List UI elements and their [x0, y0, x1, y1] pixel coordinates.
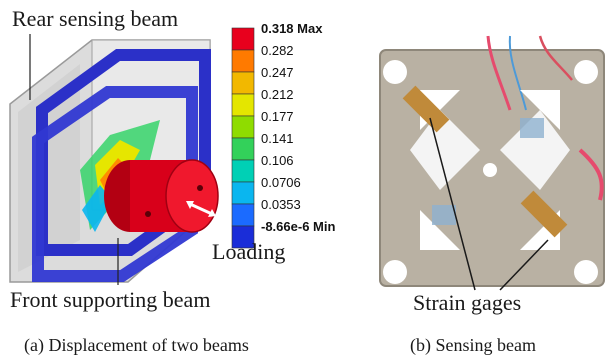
legend-swatch [231, 181, 255, 205]
strain-gage [520, 190, 568, 238]
wire [486, 35, 512, 111]
strain-gages-label: Strain gages [411, 290, 524, 315]
legend-value: 0.0353 [261, 197, 301, 212]
strain-gage [402, 85, 450, 133]
rear-sensing-beam-label: Rear sensing beam [12, 6, 179, 31]
legend-swatch [231, 137, 255, 161]
corner-hole [574, 60, 598, 84]
legend-swatch [231, 225, 255, 249]
legend-swatch [231, 71, 255, 95]
legend-value: 0.318 Max [261, 21, 323, 36]
gage-leader-line [429, 117, 476, 291]
corner-hole [383, 260, 407, 284]
legend-value: 0.282 [261, 43, 294, 58]
gage-terminal [520, 118, 544, 138]
legend-value: 0.106 [261, 153, 294, 168]
corner-hole [574, 260, 598, 284]
gage-leader-line [499, 239, 549, 291]
legend-value: 0.141 [261, 131, 294, 146]
cylinder-hole [145, 211, 151, 217]
loading-label: Loading [212, 239, 286, 264]
wire [538, 35, 573, 81]
cutout [410, 110, 480, 190]
legend-swatch [231, 159, 255, 183]
loading-arrow [189, 202, 213, 216]
corner-hole [383, 60, 407, 84]
legend-swatch [231, 49, 255, 73]
legend-swatch [231, 93, 255, 117]
legend-value: 0.212 [261, 87, 294, 102]
right-caption: (b) Sensing beam [410, 335, 536, 355]
front-supporting-beam-label: Front supporting beam [10, 287, 211, 312]
wire [508, 35, 527, 111]
legend-value: -8.66e-6 Min [261, 219, 336, 234]
legend-swatch [231, 115, 255, 139]
gage-terminal [432, 205, 456, 225]
legend-value: 0.247 [261, 65, 294, 80]
wire [578, 148, 604, 201]
loading-arrow-head [208, 209, 216, 217]
legend-swatch [231, 203, 255, 227]
legend-value: 0.0706 [261, 175, 301, 190]
legend-swatch [231, 27, 255, 51]
cutout [500, 110, 570, 190]
loading-arrow-head [186, 201, 194, 209]
cylinder-hole [197, 185, 203, 191]
cutout [420, 210, 460, 250]
cylinder-front [165, 159, 219, 233]
center-hole [483, 163, 497, 177]
legend-value: 0.177 [261, 109, 294, 124]
left-caption: (a) Displacement of two beams [24, 335, 249, 355]
legend-colorbar [231, 27, 255, 249]
